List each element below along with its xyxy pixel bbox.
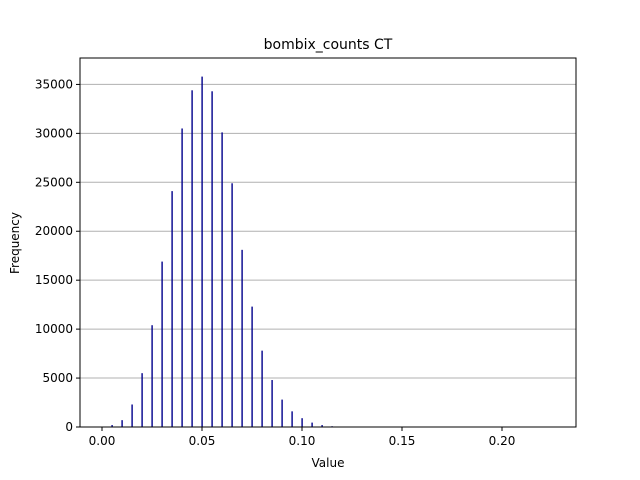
histogram-bar [141, 373, 143, 427]
y-axis-ticks: 0 5000 10000 15000 20000 25000 30000 35000 [35, 77, 80, 434]
x-tick-label: 0.00 [89, 434, 116, 448]
histogram-bar [311, 422, 313, 427]
histogram-bar [251, 306, 253, 427]
histogram-bar [131, 404, 133, 427]
histogram-bar [181, 128, 183, 427]
histogram-bar [291, 411, 293, 427]
y-tick-label: 5000 [42, 371, 73, 385]
y-tick-label: 0 [65, 420, 73, 434]
x-tick-label: 0.10 [289, 434, 316, 448]
x-tick-label: 0.15 [389, 434, 416, 448]
y-tick-label: 35000 [35, 77, 73, 91]
histogram-bar [121, 420, 123, 427]
histogram-bar [271, 380, 273, 427]
histogram-bar [111, 425, 113, 427]
x-tick-label: 0.20 [489, 434, 516, 448]
histogram-bar [261, 350, 263, 427]
x-tick-label: 0.05 [189, 434, 216, 448]
chart-title: bombix_counts CT [264, 37, 393, 53]
histogram-bar [241, 249, 243, 427]
histogram-bar [211, 91, 213, 428]
histogram-bar [191, 90, 193, 427]
y-tick-label: 10000 [35, 322, 73, 336]
histogram-bar [171, 191, 173, 427]
bars [111, 76, 333, 428]
histogram-bar [231, 183, 233, 427]
histogram-bar [201, 76, 203, 428]
histogram-bar [151, 325, 153, 427]
histogram-bar [301, 418, 303, 427]
y-tick-label: 15000 [35, 273, 73, 287]
x-axis-label: Value [312, 456, 345, 470]
y-tick-label: 30000 [35, 126, 73, 140]
y-tick-label: 25000 [35, 175, 73, 189]
x-axis-ticks: 0.00 0.05 0.10 0.15 0.20 [89, 427, 516, 448]
histogram-bar [321, 425, 323, 427]
y-axis-label: Frequency [8, 212, 22, 274]
y-tick-label: 20000 [35, 224, 73, 238]
histogram-bar [281, 399, 283, 427]
histogram-bar [221, 132, 223, 427]
histogram-bar [161, 261, 163, 427]
plot-frame [79, 57, 577, 428]
